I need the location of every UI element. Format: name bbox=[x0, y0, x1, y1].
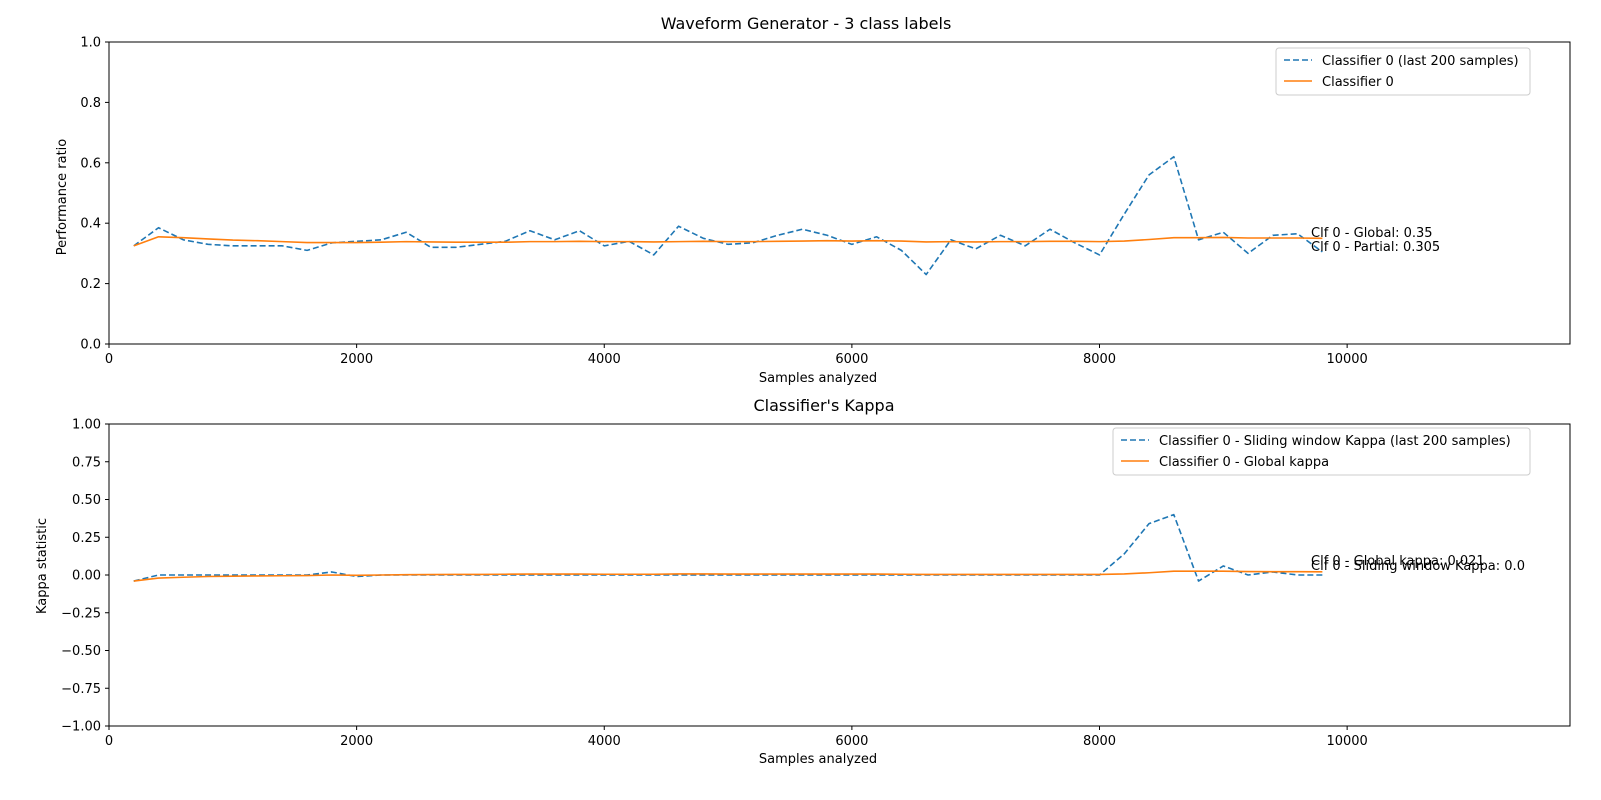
kappa-x-tick-label: 4000 bbox=[588, 734, 621, 749]
kappa-y-tick-label: −0.25 bbox=[61, 606, 101, 621]
kappa-legend-box bbox=[1112, 427, 1531, 476]
performance-series bbox=[133, 155, 1323, 276]
performance-x-tick-label: 2000 bbox=[340, 352, 373, 367]
kappa-y-tick-label: 0.50 bbox=[72, 493, 101, 508]
performance-y-tick-label: 1.0 bbox=[80, 36, 101, 51]
kappa-annotation-sliding: Clf 0 - Sliding window Kappa: 0.0 bbox=[1311, 559, 1525, 574]
performance-x-tick-label: 10000 bbox=[1326, 352, 1367, 367]
performance-x-tick-label: 4000 bbox=[588, 352, 621, 367]
performance-chart: Waveform Generator - 3 class labels 0.00… bbox=[55, 14, 1571, 386]
performance-x-axis-label: Samples analyzed bbox=[759, 371, 877, 386]
performance-x-tick-label: 6000 bbox=[835, 352, 868, 367]
kappa-annotation-global: Clf 0 - Global kappa: 0.021 bbox=[1311, 554, 1485, 569]
kappa-series bbox=[133, 513, 1323, 582]
kappa-y-tick-label: 0.00 bbox=[72, 569, 101, 584]
kappa-y-tick-label: 1.00 bbox=[72, 418, 101, 433]
kappa-series-line-global bbox=[133, 570, 1323, 582]
kappa-y-tick-label: 0.25 bbox=[72, 531, 101, 546]
kappa-x-tick-label: 0 bbox=[105, 734, 113, 749]
performance-y-axis-label: Performance ratio bbox=[55, 139, 70, 256]
kappa-series-line-partial bbox=[133, 513, 1323, 582]
performance-plot-frame bbox=[108, 41, 1571, 345]
kappa-x-tick-label: 8000 bbox=[1083, 734, 1116, 749]
performance-y-tick-label: 0.2 bbox=[80, 277, 101, 292]
performance-y-tick-label: 0.0 bbox=[80, 338, 101, 353]
performance-x-tick-label: 8000 bbox=[1083, 352, 1116, 367]
performance-legend-label-global: Classifier 0 bbox=[1322, 75, 1394, 90]
kappa-chart: Classifier's Kappa −1.00 −0.75 −0.50 −0.25 0… bbox=[35, 396, 1571, 767]
kappa-y-ticks: −1.00 −0.75 −0.50 −0.25 0.00 0.25 0.50 0.75 1.00 bbox=[61, 418, 109, 735]
kappa-x-axis-label: Samples analyzed bbox=[759, 752, 877, 767]
performance-annotation-global: Clf 0 - Global: 0.35 bbox=[1311, 226, 1433, 241]
kappa-x-tick-label: 10000 bbox=[1326, 734, 1367, 749]
kappa-legend-label-sliding: Classifier 0 - Sliding window Kappa (las… bbox=[1159, 434, 1511, 449]
performance-y-tick-label: 0.8 bbox=[80, 96, 101, 111]
kappa-y-tick-label: −0.50 bbox=[61, 644, 101, 659]
kappa-legend-label-global: Classifier 0 - Global kappa bbox=[1159, 455, 1329, 470]
kappa-y-tick-label: −0.75 bbox=[61, 682, 101, 697]
performance-y-ticks: 0.0 0.2 0.4 0.6 0.8 1.0 bbox=[80, 36, 109, 353]
performance-legend: Classifier 0 (last 200 samples) Classifi… bbox=[1275, 47, 1531, 96]
performance-annotation-partial: Clf 0 - Partial: 0.305 bbox=[1311, 240, 1440, 255]
kappa-x-ticks: 0 2000 4000 6000 8000 10000 bbox=[105, 726, 1368, 749]
kappa-x-tick-label: 6000 bbox=[835, 734, 868, 749]
performance-y-tick-label: 0.6 bbox=[80, 156, 101, 171]
performance-y-tick-label: 0.4 bbox=[80, 217, 101, 232]
performance-legend-label-partial: Classifier 0 (last 200 samples) bbox=[1322, 54, 1519, 69]
kappa-y-tick-label: −1.00 bbox=[61, 720, 101, 735]
kappa-x-tick-label: 2000 bbox=[340, 734, 373, 749]
kappa-legend: Classifier 0 - Sliding window Kappa (las… bbox=[1112, 427, 1531, 476]
performance-x-ticks: 0 2000 4000 6000 8000 10000 bbox=[105, 344, 1368, 367]
performance-legend-box bbox=[1275, 47, 1531, 96]
kappa-chart-title: Classifier's Kappa bbox=[754, 396, 895, 415]
performance-x-tick-label: 0 bbox=[105, 352, 113, 367]
performance-series-line-global bbox=[133, 235, 1323, 247]
kappa-y-tick-label: 0.75 bbox=[72, 455, 101, 470]
performance-chart-title: Waveform Generator - 3 class labels bbox=[661, 14, 952, 33]
kappa-y-axis-label: Kappa statistic bbox=[35, 518, 50, 614]
kappa-plot-frame bbox=[108, 423, 1571, 727]
